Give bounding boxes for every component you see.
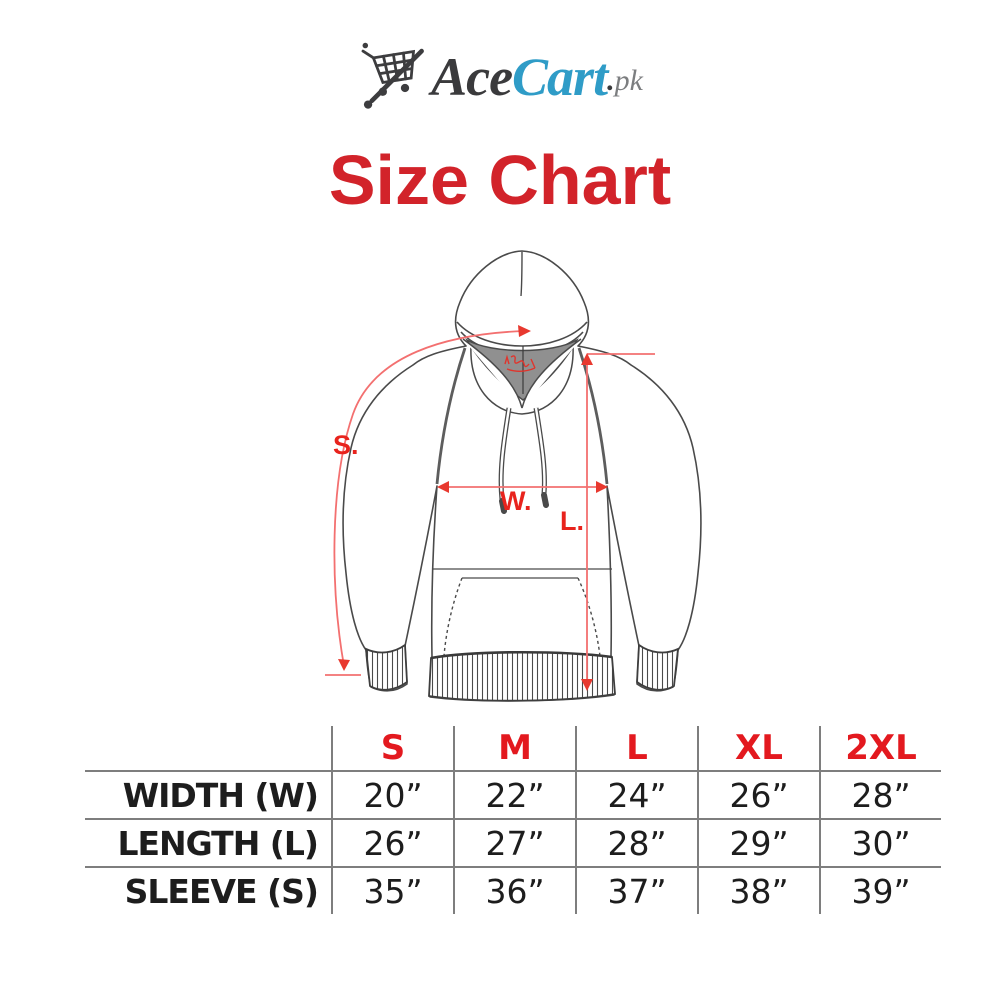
cuff-right (636, 643, 680, 691)
width-value-s: 20” (331, 770, 453, 818)
sleeve-value-l: 37” (575, 866, 697, 914)
length-value-2xl: 30” (819, 818, 941, 866)
length-measure-label: L. (560, 506, 584, 536)
cuff-left (364, 643, 408, 691)
table-corner-cell (85, 726, 331, 770)
sleeve-value-m: 36” (453, 866, 575, 914)
width-value-xl: 26” (697, 770, 819, 818)
sleeve-measure-label: S. (333, 430, 359, 460)
collar-v-flaps (462, 338, 582, 409)
brand-dot: . (607, 64, 615, 97)
collar (470, 344, 574, 415)
pocket-sides (443, 577, 601, 657)
sleeve-value-xl: 38” (697, 866, 819, 914)
row-label-width: WIDTH (W) (85, 770, 331, 818)
length-value-s: 26” (331, 818, 453, 866)
measurement-annotations: S. W. L. (325, 325, 655, 691)
brand-logo: Ace Cart. pk (0, 40, 1000, 112)
width-value-2xl: 28” (819, 770, 941, 818)
sleeve-value-2xl: 39” (819, 866, 941, 914)
hoodie-outline (342, 250, 702, 702)
row-label-length: LENGTH (L) (85, 818, 331, 866)
hoodie-measurement-diagram: S. W. L. (325, 250, 702, 702)
row-label-sleeve: SLEEVE (S) (85, 866, 331, 914)
column-header-l: L (575, 726, 697, 770)
column-header-2xl: 2XL (819, 726, 941, 770)
sleeve-value-s: 35” (331, 866, 453, 914)
width-value-m: 22” (453, 770, 575, 818)
brand-tld: pk (614, 64, 643, 97)
column-header-s: S (331, 726, 453, 770)
shopping-cart-icon (361, 42, 425, 109)
length-value-l: 28” (575, 818, 697, 866)
width-measure-label: W. (500, 486, 532, 516)
hood-seam (520, 251, 523, 297)
page-title: Size Chart (328, 141, 672, 219)
brand-name-cart: Cart (512, 47, 608, 107)
column-header-xl: XL (697, 726, 819, 770)
width-value-l: 24” (575, 770, 697, 818)
hem-top-edge (430, 650, 613, 660)
length-value-xl: 29” (697, 818, 819, 866)
brand-name-ace: Ace (431, 47, 513, 107)
column-header-m: M (453, 726, 575, 770)
chest-logo-script (504, 354, 536, 372)
size-table: S M L XL 2XL WIDTH (W) 20” 22” 24” 26” 2… (85, 726, 941, 914)
length-value-m: 27” (453, 818, 575, 866)
